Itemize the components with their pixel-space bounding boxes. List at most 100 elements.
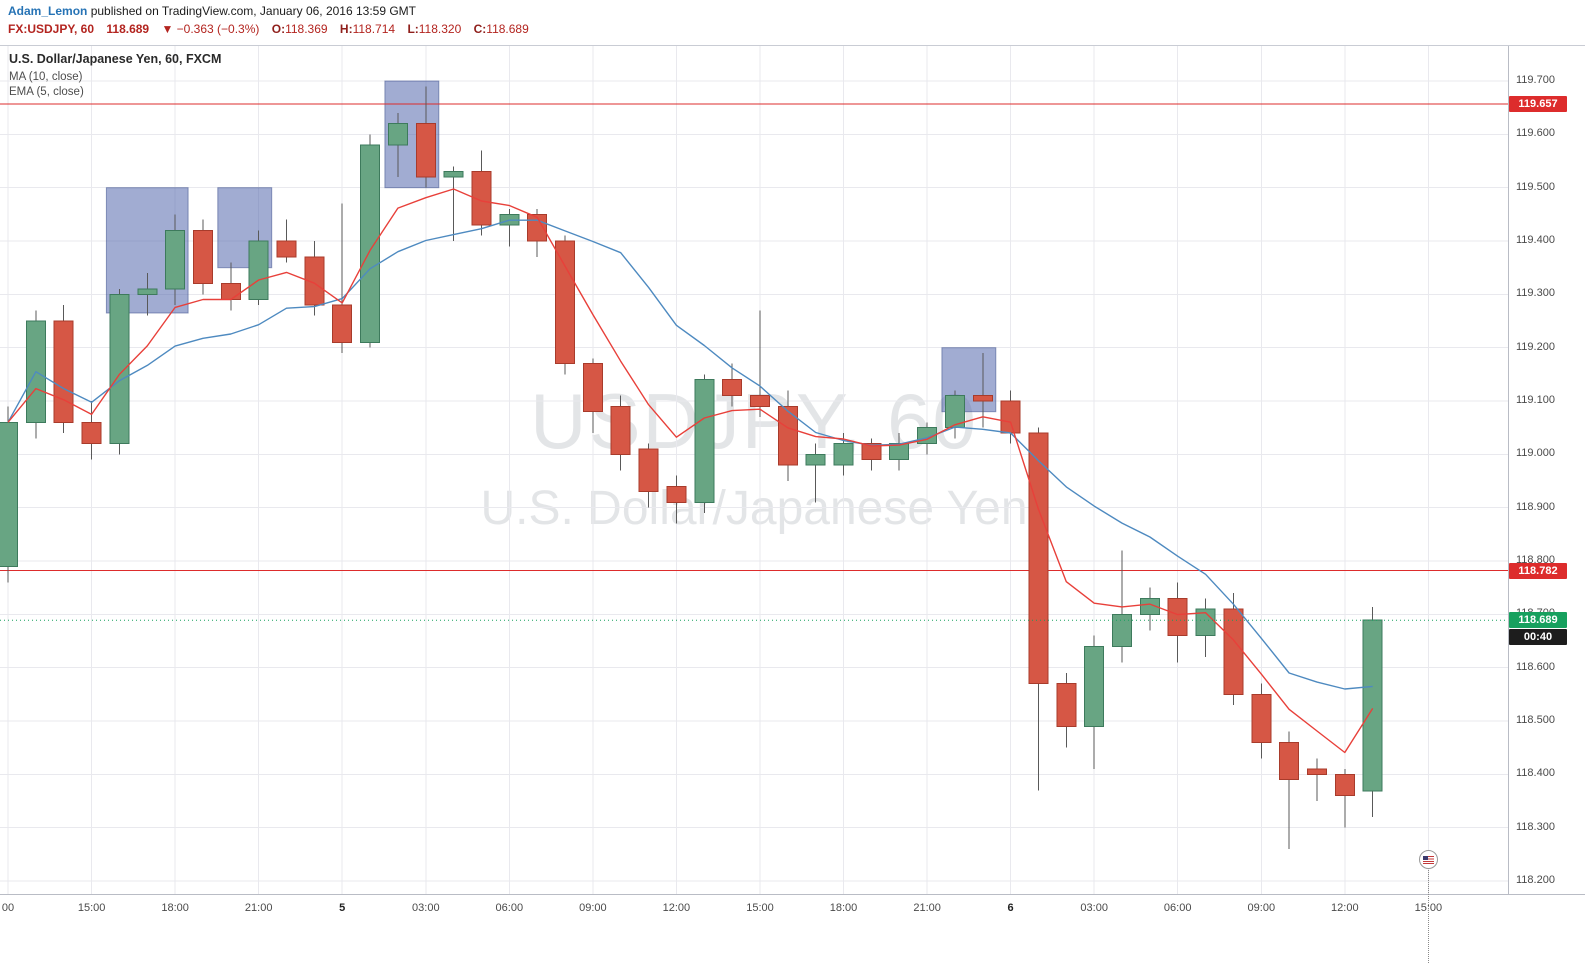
candle bbox=[471, 150, 492, 236]
price-change: ▼ −0.363 (−0.3%) bbox=[161, 22, 260, 36]
candle bbox=[555, 235, 575, 375]
price-label: 118.500 bbox=[1516, 714, 1555, 726]
time-label: 6 bbox=[1007, 902, 1014, 914]
price-label: 119.400 bbox=[1516, 234, 1555, 246]
candle bbox=[220, 262, 241, 311]
hline-price-tag: 119.657 bbox=[1509, 95, 1567, 112]
symbol-ohlc-line: FX:USDJPY, 60 118.689 ▼ −0.363 (−0.3%) O… bbox=[8, 22, 538, 36]
ohlc-high: H:118.714 bbox=[339, 22, 396, 36]
time-label: 15:00 bbox=[77, 902, 106, 914]
candle bbox=[165, 214, 186, 305]
time-label: 12:00 bbox=[662, 902, 691, 914]
candle bbox=[1028, 427, 1049, 791]
candle bbox=[666, 475, 687, 524]
sma-line[interactable] bbox=[7, 219, 1373, 690]
time-label: 15:00 bbox=[746, 902, 774, 914]
candle bbox=[332, 203, 353, 353]
time-label: 09:00 bbox=[1247, 902, 1276, 914]
time-axis[interactable]: 00 15:00 18:00 21:00 5 03:00 06:00 09:00 12:00 15… bbox=[0, 894, 1585, 925]
time-label: 03:00 bbox=[1080, 902, 1108, 914]
candle bbox=[722, 363, 743, 407]
ohlc-open: O:118.369 bbox=[271, 22, 328, 36]
time-label: 5 bbox=[339, 902, 346, 914]
chart-area[interactable]: USDJPY, 60 U.S. Dollar/Japanese Yen U.S.… bbox=[0, 45, 1585, 963]
countdown-tag: 00:40 bbox=[1509, 629, 1567, 646]
price-label: 118.200 bbox=[1516, 874, 1555, 886]
candle bbox=[805, 443, 826, 503]
time-label: 06:00 bbox=[495, 902, 524, 914]
ema-line[interactable] bbox=[7, 188, 1374, 754]
price-label: 119.300 bbox=[1516, 287, 1555, 300]
header: Adam_Lemon published on TradingView.com,… bbox=[0, 0, 1585, 44]
candle bbox=[193, 219, 213, 295]
candle bbox=[53, 305, 74, 433]
candle bbox=[304, 241, 325, 316]
candle bbox=[1195, 598, 1216, 657]
time-label: 21:00 bbox=[244, 902, 273, 914]
price-label: 118.400 bbox=[1516, 767, 1555, 780]
candle bbox=[944, 390, 965, 439]
candle bbox=[1362, 606, 1383, 817]
time-label: 21:00 bbox=[913, 902, 941, 914]
price-axis[interactable]: 119.700 119.600 119.500 119.400 119.300 119.2… bbox=[1508, 46, 1585, 894]
candle bbox=[1000, 390, 1021, 444]
candle bbox=[1056, 673, 1077, 748]
candle bbox=[1251, 683, 1272, 759]
price-label: 118.900 bbox=[1516, 500, 1555, 513]
us-flag-icon bbox=[1422, 855, 1434, 864]
time-label: 03:00 bbox=[412, 902, 440, 914]
price-label: 119.700 bbox=[1516, 74, 1555, 86]
candle bbox=[582, 358, 603, 433]
time-label: 12:00 bbox=[1331, 902, 1359, 914]
candle bbox=[81, 401, 102, 460]
ohlc-low: L:118.320 bbox=[407, 22, 462, 36]
time-label: 18:00 bbox=[829, 902, 858, 914]
price-label: 119.600 bbox=[1516, 127, 1555, 140]
candle bbox=[750, 310, 770, 417]
time-label: 18:00 bbox=[161, 902, 189, 914]
price-label: 119.200 bbox=[1516, 340, 1555, 353]
time-label: 09:00 bbox=[579, 902, 607, 914]
candle bbox=[861, 438, 882, 471]
candle bbox=[25, 310, 46, 439]
candle bbox=[0, 406, 18, 583]
candle bbox=[387, 113, 408, 177]
price-label: 118.600 bbox=[1516, 660, 1555, 673]
candle bbox=[360, 134, 381, 348]
ohlc-close: C:118.689 bbox=[473, 22, 529, 36]
candle bbox=[638, 443, 659, 508]
price-label: 119.500 bbox=[1516, 180, 1555, 193]
us-flag-event-icon[interactable] bbox=[1418, 850, 1438, 869]
author-link[interactable]: Adam_Lemon bbox=[8, 4, 88, 18]
candle bbox=[1139, 587, 1160, 631]
candlestick-plot[interactable] bbox=[0, 46, 1508, 894]
candle bbox=[137, 273, 158, 316]
time-label: 00 bbox=[1, 902, 15, 914]
candle bbox=[276, 219, 297, 263]
price-label: 119.000 bbox=[1516, 447, 1555, 460]
publication-line: Adam_Lemon published on TradingView.com,… bbox=[8, 4, 416, 18]
candle bbox=[694, 374, 715, 513]
symbol-name[interactable]: FX:USDJPY, 60 bbox=[8, 22, 95, 36]
candle bbox=[833, 433, 854, 476]
price-label: 119.100 bbox=[1516, 394, 1555, 406]
candle bbox=[415, 86, 436, 188]
event-marker-line bbox=[1428, 868, 1430, 963]
candle bbox=[1334, 769, 1355, 828]
time-label: 06:00 bbox=[1163, 902, 1192, 914]
candle bbox=[1084, 635, 1105, 769]
header-last-price: 118.689 bbox=[106, 22, 150, 36]
candle bbox=[1279, 731, 1300, 849]
candle bbox=[109, 289, 130, 455]
last-price-tag: 118.689 bbox=[1509, 612, 1567, 629]
candle bbox=[1167, 582, 1188, 663]
candle bbox=[972, 353, 993, 428]
candle bbox=[889, 433, 910, 471]
candle bbox=[248, 230, 269, 305]
candle bbox=[777, 390, 798, 481]
candle bbox=[1307, 758, 1327, 801]
candle bbox=[443, 166, 464, 241]
candle bbox=[610, 395, 631, 471]
candle bbox=[527, 209, 548, 257]
published-text: published on TradingView.com, January 06… bbox=[87, 4, 417, 18]
